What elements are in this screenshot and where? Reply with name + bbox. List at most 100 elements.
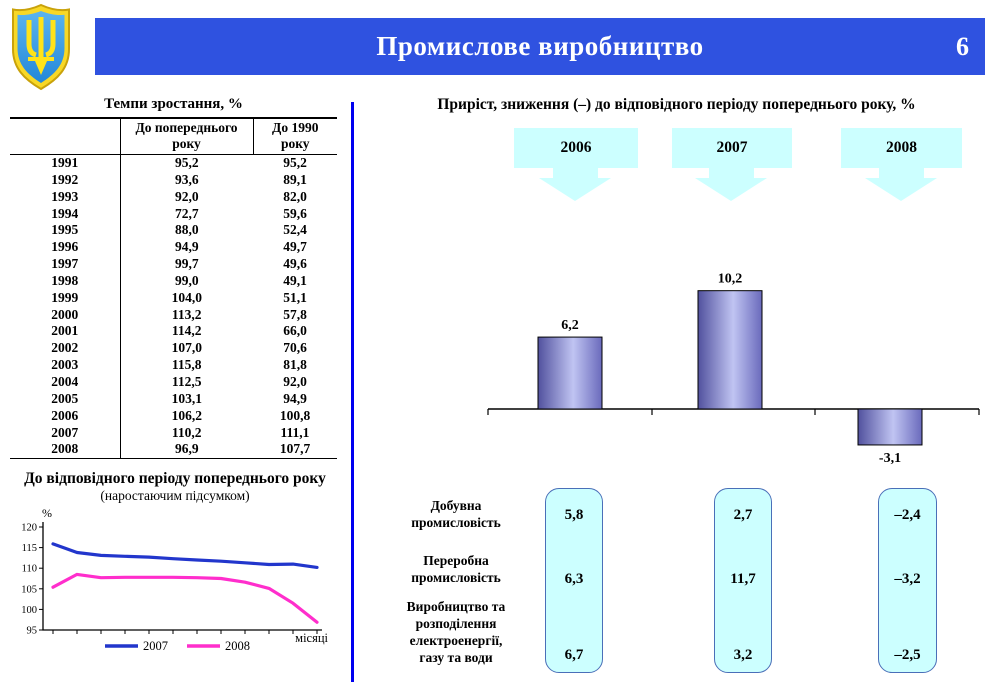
table-title: Темпи зростання, %	[104, 96, 243, 112]
year-cell: 1999	[10, 289, 121, 307]
value-cell: 107,7	[253, 441, 337, 460]
bar-chart: 6,2 10,2 -3,1	[487, 272, 980, 466]
table-row: 1992 93,6 89,1	[10, 171, 337, 189]
value-cell: 104,0	[171, 289, 202, 305]
page-number: 6	[956, 31, 969, 61]
year-cell: 2000	[10, 306, 121, 324]
table-row: 1991 95,2 95,2	[10, 154, 337, 172]
bar-value-label: 6,2	[561, 318, 579, 333]
line-chart: % 95 100 105 110 115 120 місяці 2007 2008	[21, 506, 328, 653]
y-tick-label: 120	[21, 523, 37, 534]
y-tick-label: 110	[22, 564, 37, 575]
value-cell: 49,1	[283, 272, 307, 288]
category-label-manufacturing: Переробна промисловість	[411, 553, 501, 585]
year-cell: 2002	[10, 340, 121, 358]
down-arrow-icon	[865, 178, 937, 201]
vertical-divider	[351, 102, 354, 682]
value-cell: 115,8	[171, 357, 202, 373]
value-cell: 51,1	[283, 289, 307, 305]
trident-icon	[26, 17, 56, 61]
value-cell: 49,6	[283, 256, 307, 272]
value-cell: 106,2	[171, 407, 202, 423]
title-banner: Промислове виробництво 6	[95, 18, 985, 75]
x-axis-label: місяці	[295, 631, 328, 645]
growth-table: До попереднього року До 1990 року 1991 95,2…	[10, 117, 337, 460]
right-section-title: Приріст, зниження (–) до відповідного пе…	[437, 96, 916, 113]
category-label-mining: Добувна промисловість	[411, 498, 501, 530]
year-cell: 2004	[10, 373, 121, 391]
ukraine-coat-of-arms-icon	[12, 3, 70, 91]
value-cell: 81,8	[283, 357, 307, 373]
matrix-value: –2,5	[894, 647, 921, 663]
year-cell: 1997	[10, 256, 121, 273]
table-row: 2004 112,5 92,0	[10, 373, 337, 391]
y-axis-label: %	[42, 506, 52, 520]
table-header-cell: До попереднього року	[120, 117, 254, 155]
value-cell: 96,9	[120, 441, 253, 460]
table-row: 1993 92,0 82,0	[10, 188, 337, 206]
value-cell: 110,2	[171, 424, 202, 440]
category-label-energy: Виробництво та розподілення електроенерг…	[406, 599, 506, 665]
value-cell: 88,0	[174, 222, 199, 238]
year-cell: 1994	[10, 205, 121, 223]
value-cell: 92,0	[174, 188, 199, 204]
line-series-2007	[51, 542, 319, 570]
value-cell: 72,7	[174, 205, 199, 221]
line-chart-title: До відповідного періоду попереднього рок…	[24, 470, 326, 487]
value-box-2008: –2,4 –3,2 –2,5	[878, 488, 937, 673]
trident-tip	[35, 61, 47, 75]
bar-value-label: -3,1	[879, 451, 901, 466]
table-row: 2005 103,1 94,9	[10, 390, 337, 408]
value-cell: 94,9	[283, 390, 307, 406]
value-cell: 107,0	[171, 340, 202, 356]
down-arrow-icon	[879, 168, 924, 178]
bar-2006	[537, 336, 603, 410]
value-cell: 49,7	[283, 239, 307, 255]
table-row: 2000 113,2 57,8	[10, 306, 337, 324]
down-arrow-icon	[709, 168, 754, 178]
year-box-2006: 2006	[514, 128, 638, 168]
year-cell: 1995	[10, 222, 121, 240]
value-box-2006: 5,8 6,3 6,7	[545, 488, 603, 673]
bar-2007	[697, 290, 763, 410]
value-cell: 113,2	[171, 306, 202, 322]
table-header-cell: До 1990 року	[253, 117, 337, 155]
matrix-value: 6,3	[564, 571, 584, 587]
year-cell: 2003	[10, 357, 121, 374]
year-cell: 2007	[10, 424, 121, 442]
year-cell: 1992	[10, 171, 121, 189]
value-cell: 100,8	[279, 407, 311, 423]
matrix-value: 5,8	[564, 507, 584, 523]
value-cell: 57,8	[283, 306, 307, 322]
table-row: 1996 94,9 49,7	[10, 239, 337, 257]
y-tick-label: 115	[22, 543, 37, 554]
bar-2008	[857, 408, 923, 446]
year-cell: 1998	[10, 272, 121, 290]
matrix-value: 11,7	[730, 571, 756, 587]
year-cell: 1996	[10, 239, 121, 257]
table-row: 1995 88,0 52,4	[10, 222, 337, 240]
legend-label: 2007	[143, 639, 168, 653]
line-chart-subtitle: (наростаючим підсумком)	[100, 488, 250, 503]
line-series-2008	[51, 572, 319, 624]
table-header-row: До попереднього року До 1990 року	[10, 117, 337, 155]
matrix-value: –2,4	[894, 507, 921, 523]
value-cell: 94,9	[174, 239, 199, 255]
y-tick-label: 100	[21, 605, 37, 616]
value-cell: 93,6	[174, 171, 199, 187]
value-cell: 52,4	[283, 222, 307, 238]
y-tick-label: 95	[27, 626, 38, 637]
value-cell: 70,6	[283, 340, 307, 356]
down-arrow-icon	[553, 168, 598, 178]
table-row: 2002 107,0 70,6	[10, 340, 337, 358]
table-row: 2007 110,2 111,1	[10, 424, 337, 442]
year-cell: 1991	[10, 154, 121, 172]
matrix-value: 6,7	[564, 647, 584, 663]
table-row: 1999 104,0 51,1	[10, 289, 337, 307]
value-cell: 92,0	[283, 373, 307, 389]
value-cell: 99,0	[174, 272, 199, 288]
table-row: 2006 106,2 100,8	[10, 407, 337, 425]
table-row: 2008 96,9 107,7	[10, 441, 337, 460]
year-cell: 1993	[10, 188, 121, 206]
